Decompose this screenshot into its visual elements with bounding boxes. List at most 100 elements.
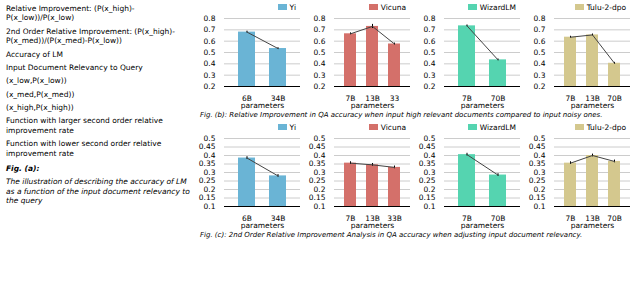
svg-text:0.3: 0.3 (534, 71, 546, 80)
html-text:WizardLM: WizardLM (479, 2, 516, 12)
svg-text:0.5: 0.5 (204, 48, 216, 57)
html-text:Tulu-2-dpo: Tulu-2-dpo (586, 2, 626, 12)
svg-text:parameters: parameters (351, 101, 395, 110)
svg-text:0.7: 0.7 (534, 25, 546, 34)
svg-text:0.2: 0.2 (534, 82, 546, 91)
svg-text:0.1: 0.1 (534, 202, 546, 211)
svg-text:0.45: 0.45 (529, 143, 546, 152)
svg-text:0.25: 0.25 (309, 177, 326, 186)
html-text:Vicuna: Vicuna (380, 2, 406, 12)
svg-text:0.3: 0.3 (314, 168, 326, 177)
svg-text:0.2: 0.2 (314, 185, 326, 194)
html-text:Accuracy of LM: Accuracy of LM (6, 49, 63, 59)
svg-text:0.25: 0.25 (199, 177, 216, 186)
svg-text:0.25: 0.25 (529, 177, 546, 186)
svg-text:0.35: 0.35 (419, 160, 436, 169)
svg-text:0.6: 0.6 (314, 37, 326, 46)
svg-text:0.3: 0.3 (204, 71, 216, 80)
svg-text:0.1: 0.1 (314, 202, 326, 211)
svg-text:parameters: parameters (461, 101, 505, 110)
svg-text:0.5: 0.5 (314, 134, 326, 143)
html-text:(x_med,P(x_med)): (x_med,P(x_med)) (6, 89, 75, 99)
svg-text:0.2: 0.2 (424, 82, 436, 91)
svg-text:0.2: 0.2 (534, 185, 546, 194)
svg-text:0.15: 0.15 (529, 194, 546, 203)
svg-text:0.5: 0.5 (204, 134, 216, 143)
svg-text:0.5: 0.5 (424, 48, 436, 57)
svg-text:0.45: 0.45 (199, 143, 216, 152)
svg-text:parameters: parameters (571, 101, 615, 110)
svg-text:0.5: 0.5 (534, 134, 546, 143)
svg-text:0.4: 0.4 (534, 59, 546, 68)
svg-text:13B: 13B (365, 214, 380, 224)
svg-text:0.15: 0.15 (419, 194, 436, 203)
svg-text:0.4: 0.4 (424, 59, 436, 68)
svg-text:0.7: 0.7 (204, 25, 216, 34)
html-text:Relative Improvement: (P(x_hig: Relative Improvement: (P(x_high)-P(x_low… (6, 4, 135, 23)
svg-text:parameters: parameters (461, 221, 505, 230)
svg-text:70B: 70B (607, 93, 622, 103)
svg-text:0.4: 0.4 (314, 151, 326, 160)
svg-text:0.8: 0.8 (424, 14, 436, 23)
html-text:Function with lower second ord: Function with lower second order relativ… (6, 139, 162, 158)
svg-text:0.35: 0.35 (199, 160, 216, 169)
svg-text:parameters: parameters (241, 221, 285, 230)
svg-text:0.4: 0.4 (424, 151, 436, 160)
svg-text:0.8: 0.8 (534, 14, 546, 23)
svg-text:0.2: 0.2 (204, 185, 216, 194)
svg-text:0.1: 0.1 (204, 202, 216, 211)
svg-text:0.3: 0.3 (424, 71, 436, 80)
svg-text:0.5: 0.5 (534, 48, 546, 57)
html-text:Fig. (a):: Fig. (a): (6, 163, 40, 173)
svg-text:70B: 70B (490, 93, 506, 103)
svg-text:6B: 6B (242, 214, 252, 224)
svg-text:0.45: 0.45 (419, 143, 436, 152)
html-text:2nd Order Relative Improvement: 2nd Order Relative Improvement: (P(x_hig… (6, 26, 175, 46)
svg-text:0.5: 0.5 (424, 134, 436, 143)
html-text:The illustration of describing: The illustration of describing the accur… (6, 177, 190, 205)
svg-text:0.8: 0.8 (314, 14, 326, 23)
svg-text:0.35: 0.35 (529, 160, 546, 169)
svg-text:13B: 13B (365, 93, 380, 103)
svg-text:7B: 7B (565, 93, 576, 103)
svg-text:7B: 7B (462, 93, 472, 103)
html-text:Vicuna: Vicuna (380, 122, 406, 132)
svg-text:0.6: 0.6 (534, 37, 546, 46)
svg-text:0.15: 0.15 (309, 194, 326, 203)
svg-text:0.7: 0.7 (424, 25, 436, 34)
html-text:(x_low,P(x_low)): (x_low,P(x_low)) (6, 76, 67, 86)
svg-text:0.2: 0.2 (204, 82, 216, 91)
svg-text:0.35: 0.35 (309, 160, 326, 169)
svg-text:0.7: 0.7 (314, 25, 326, 34)
svg-text:0.1: 0.1 (424, 202, 436, 211)
svg-text:7B: 7B (345, 214, 356, 224)
svg-text:0.4: 0.4 (534, 151, 546, 160)
svg-text:0.3: 0.3 (204, 168, 216, 177)
svg-text:0.3: 0.3 (424, 168, 436, 177)
svg-text:6B: 6B (242, 93, 252, 103)
svg-text:parameters: parameters (241, 101, 285, 110)
svg-text:0.25: 0.25 (419, 177, 436, 186)
svg-text:33: 33 (389, 93, 400, 103)
svg-text:0.15: 0.15 (199, 194, 216, 203)
html-text:Input Document Relevancy to Qu: Input Document Relevancy to Query (6, 62, 143, 72)
svg-text:0.3: 0.3 (534, 168, 546, 177)
svg-text:0.6: 0.6 (424, 37, 436, 46)
svg-text:13B: 13B (585, 93, 600, 103)
svg-text:34B: 34B (270, 214, 286, 224)
svg-text:parameters: parameters (351, 221, 395, 230)
svg-text:0.2: 0.2 (424, 185, 436, 194)
svg-text:0.3: 0.3 (314, 71, 326, 80)
svg-text:0.45: 0.45 (309, 143, 326, 152)
svg-text:0.5: 0.5 (314, 48, 326, 57)
svg-text:0.4: 0.4 (314, 59, 326, 68)
svg-text:parameters: parameters (571, 221, 615, 230)
svg-text:0.4: 0.4 (204, 151, 216, 160)
svg-text:0.2: 0.2 (314, 82, 326, 91)
svg-text:0.4: 0.4 (204, 59, 216, 68)
svg-text:34B: 34B (270, 93, 286, 103)
svg-text:0.8: 0.8 (204, 14, 216, 23)
svg-text:7B: 7B (345, 93, 356, 103)
svg-text:0.6: 0.6 (204, 37, 216, 46)
html-text:Function with larger second or: Function with larger second order relati… (6, 116, 163, 135)
